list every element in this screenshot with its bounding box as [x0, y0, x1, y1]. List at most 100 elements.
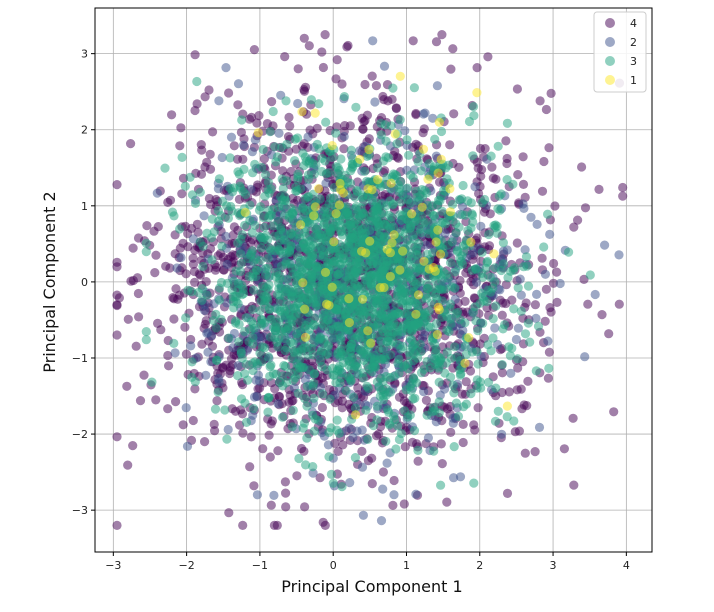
data-point: [434, 377, 444, 387]
data-point: [289, 346, 299, 356]
data-point: [234, 319, 244, 329]
data-point: [320, 267, 331, 277]
data-point: [312, 139, 322, 149]
data-point: [175, 224, 185, 234]
data-point: [192, 219, 202, 229]
data-point: [449, 473, 459, 483]
data-point: [214, 295, 224, 305]
data-point: [141, 247, 151, 257]
data-point: [333, 446, 343, 456]
data-point: [471, 264, 481, 274]
data-point: [520, 329, 531, 339]
data-point: [201, 370, 211, 380]
data-point: [455, 275, 465, 286]
data-point: [264, 243, 275, 253]
data-point: [497, 360, 507, 370]
data-point: [211, 355, 222, 366]
data-point: [378, 484, 388, 494]
data-point: [271, 321, 281, 331]
data-point: [534, 422, 545, 432]
data-point: [433, 168, 443, 178]
data-point: [292, 471, 302, 481]
points: [112, 29, 628, 531]
data-point: [265, 452, 275, 462]
data-point: [434, 117, 444, 127]
data-point: [398, 341, 408, 351]
data-point: [532, 289, 542, 299]
data-point: [600, 240, 610, 250]
data-point: [341, 386, 351, 396]
data-point: [346, 145, 356, 155]
data-point: [433, 225, 443, 235]
data-point: [300, 502, 310, 512]
data-point: [254, 111, 264, 121]
data-point: [260, 270, 271, 280]
data-point: [614, 250, 624, 260]
data-point: [358, 294, 368, 304]
data-point: [388, 500, 398, 510]
data-point: [273, 342, 283, 352]
data-point: [213, 387, 223, 397]
data-point: [381, 136, 391, 146]
series-1: [240, 71, 512, 420]
data-point: [228, 230, 238, 240]
data-point: [425, 322, 435, 332]
data-point: [336, 185, 346, 195]
data-point: [464, 116, 475, 127]
data-point: [513, 283, 523, 293]
data-point: [248, 332, 258, 343]
data-point: [427, 298, 437, 308]
data-point: [512, 84, 523, 94]
data-point: [350, 204, 360, 214]
data-point: [437, 459, 447, 469]
data-point: [280, 196, 290, 206]
data-point: [366, 338, 376, 348]
data-point: [491, 174, 501, 184]
data-point: [167, 110, 177, 120]
data-point: [266, 314, 276, 324]
data-point: [299, 33, 309, 43]
data-point: [331, 74, 341, 84]
data-point: [218, 362, 228, 372]
data-point: [262, 235, 273, 245]
data-point: [359, 309, 369, 319]
data-point: [229, 141, 239, 151]
data-point: [258, 444, 268, 454]
data-point: [482, 256, 493, 266]
data-point: [402, 183, 413, 193]
data-point: [265, 305, 275, 315]
data-point: [317, 427, 327, 438]
data-point: [324, 168, 334, 178]
data-point: [458, 419, 468, 429]
data-point: [244, 114, 255, 124]
data-point: [437, 29, 447, 40]
data-point: [188, 415, 198, 426]
data-point: [337, 79, 347, 89]
data-point: [569, 480, 579, 490]
data-point: [604, 329, 614, 339]
y-axis-title: Principal Component 2: [40, 191, 59, 372]
data-point: [360, 166, 370, 176]
data-point: [236, 258, 246, 268]
data-point: [543, 209, 553, 219]
data-point: [364, 145, 374, 155]
data-point: [539, 242, 549, 252]
data-point: [181, 403, 191, 413]
data-point: [518, 152, 528, 162]
data-point: [253, 128, 263, 138]
data-point: [363, 456, 373, 466]
data-point: [502, 401, 512, 411]
data-point: [226, 201, 236, 212]
data-point: [411, 139, 421, 149]
data-point: [304, 41, 314, 51]
data-point: [235, 420, 245, 430]
data-point: [221, 231, 231, 241]
data-point: [387, 94, 397, 104]
data-point: [517, 404, 527, 414]
data-point: [281, 257, 291, 267]
data-point: [475, 298, 485, 308]
data-point: [403, 364, 413, 374]
data-point: [314, 334, 324, 344]
data-point: [282, 378, 292, 388]
data-point: [422, 313, 432, 323]
